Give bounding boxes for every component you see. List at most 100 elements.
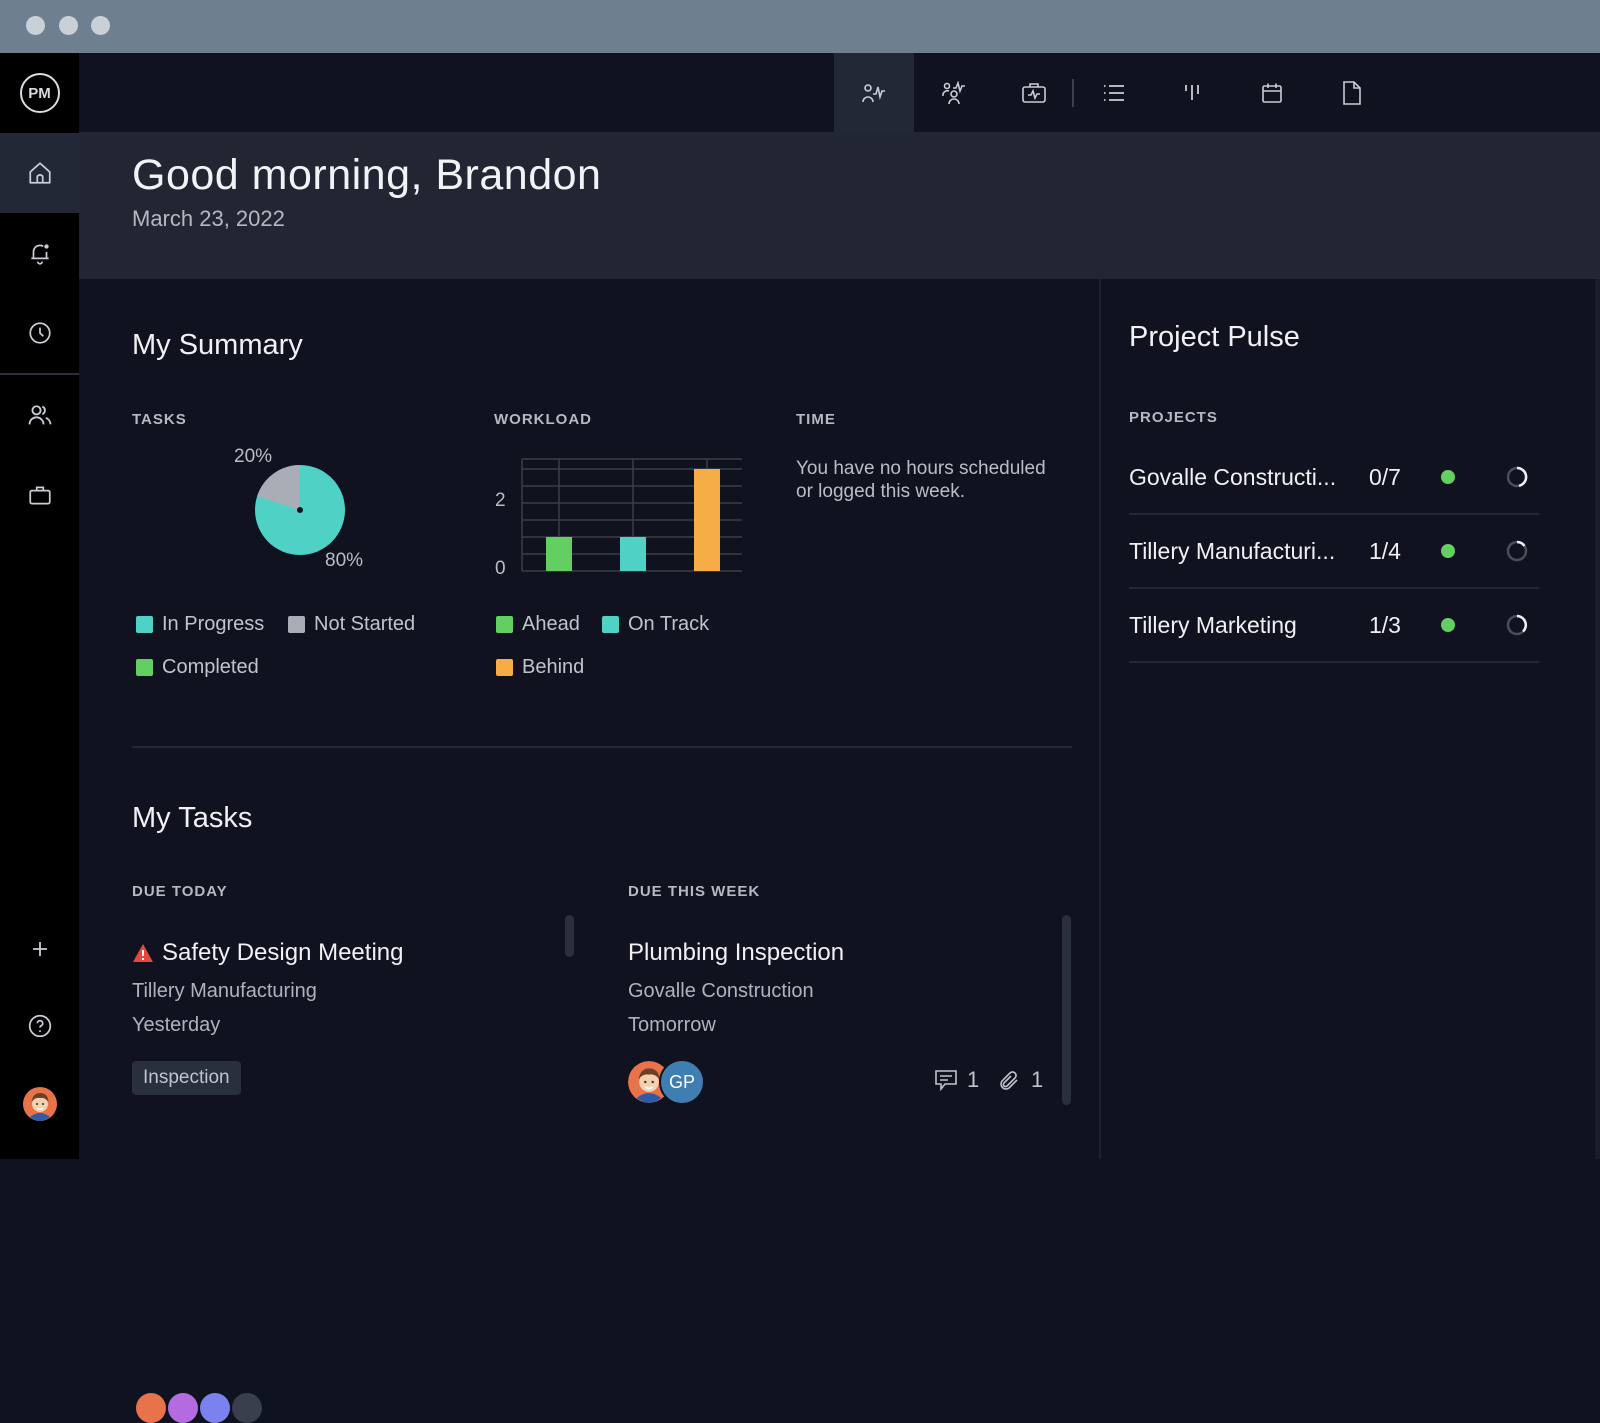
sidebar-item-home[interactable] [0,133,79,213]
project-task-count: 1/4 [1369,537,1401,564]
task-tag[interactable]: Inspection [132,1061,241,1095]
users-icon [28,405,51,425]
status-dot [1441,544,1455,558]
project-name: Govalle Constructi... [1129,463,1337,490]
comments-count[interactable]: 1 [933,1067,979,1093]
tool-files[interactable] [1312,53,1392,133]
assignee-avatar [136,1393,166,1423]
assignee-avatar [168,1393,198,1423]
pie-label-not-started: 20% [234,446,273,467]
tasks-pie-chart[interactable] [253,463,347,557]
project-name: Tillery Manufacturi... [1129,537,1336,564]
project-pulse-title: Project Pulse [1129,321,1300,353]
project-row[interactable]: Govalle Constructi... 0/7 [1129,441,1539,515]
tool-list-view[interactable] [1074,53,1154,133]
sidebar: PM [0,53,79,1159]
attachments-count[interactable]: 1 [997,1067,1043,1093]
window-minimize-button[interactable] [59,16,78,35]
sidebar-item-notifications[interactable] [0,213,79,293]
document-icon [1343,81,1361,105]
profile-avatar-button[interactable] [0,1069,79,1139]
window-maximize-button[interactable] [91,16,110,35]
legend-ahead: Ahead [496,613,580,636]
help-icon [28,1014,51,1038]
legend-behind: Behind [496,656,584,679]
due-week-label: DUE THIS WEEK [628,883,761,900]
workload-label: WORKLOAD [494,411,592,428]
add-button[interactable] [0,919,79,979]
sidebar-item-portfolio[interactable] [0,455,79,535]
legend-in-progress: In Progress [136,613,264,636]
workload-bar-chart[interactable] [520,457,745,575]
tool-calendar-view[interactable] [1232,53,1312,133]
project-name: Tillery Marketing [1129,611,1297,638]
progress-ring-icon [1506,466,1528,488]
due-today-label: DUE TODAY [132,883,228,900]
plus-icon [32,942,47,956]
main-panel: My Summary TASKS 20% 80% In Progress Not… [79,279,1099,1423]
time-message: You have no hours scheduled or logged th… [796,458,1046,502]
tool-my-work[interactable] [834,53,914,133]
avatar [628,1061,670,1103]
board-icon [1185,85,1199,100]
assignee-avatar-gp[interactable]: GP [659,1059,705,1105]
task-project: Tillery Manufacturing [132,980,317,1002]
my-tasks-title: My Tasks [132,802,253,834]
sidebar-item-team[interactable] [0,375,79,455]
section-divider [132,746,1072,748]
comment-icon [935,1070,957,1092]
pm-logo-icon: PM [19,73,60,113]
legend-completed: Completed [136,656,259,679]
warning-icon [133,944,153,962]
assignee-avatar [200,1393,230,1423]
time-label: TIME [796,411,836,428]
summary-title: My Summary [132,329,303,361]
due-week-scrollbar[interactable] [1062,915,1071,1105]
task-project: Govalle Construction [628,980,814,1002]
tool-team-work[interactable] [914,53,994,133]
due-today-scrollbar[interactable] [565,915,574,957]
person-pulse-icon [862,84,885,103]
project-row[interactable]: Tillery Marketing 1/3 [1129,589,1539,663]
sidebar-item-time[interactable] [0,293,79,373]
window-close-button[interactable] [26,16,45,35]
sidebar-divider [0,373,79,375]
home-icon [28,162,51,184]
list-icon [1104,85,1124,101]
legend-on-track: On Track [602,613,709,636]
briefcase-pulse-icon [1022,83,1046,103]
status-dot [1441,470,1455,484]
project-row[interactable]: Tillery Manufacturi... 1/4 [1129,515,1539,589]
task-safety-design-meeting[interactable]: Safety Design Meeting [132,939,403,967]
project-task-count: 1/3 [1369,611,1401,638]
assignee-avatar[interactable] [628,1061,670,1103]
projects-label: PROJECTS [1129,409,1218,426]
logo[interactable]: PM [0,53,79,133]
briefcase-icon [28,486,51,505]
window-edge [1595,279,1600,1159]
legend-not-started: Not Started [288,613,415,636]
project-task-count: 0/7 [1369,463,1401,490]
status-dot [1441,618,1455,632]
y-tick-0: 0 [495,558,506,579]
help-button[interactable] [0,991,79,1061]
pie-label-in-progress: 80% [325,550,364,571]
task-due: Yesterday [132,1014,221,1036]
clock-icon [28,322,51,344]
toolbar-divider [1072,79,1074,107]
calendar-icon [1262,83,1282,103]
paperclip-icon [1000,1071,1018,1090]
tool-portfolio-dashboard[interactable] [994,53,1074,133]
tasks-label: TASKS [132,411,187,428]
window-titlebar [0,0,1600,53]
progress-ring-icon [1506,540,1528,562]
task-plumbing-inspection[interactable]: Plumbing Inspection [628,939,845,966]
bell-icon [30,244,49,265]
progress-ring-icon [1506,614,1528,636]
tool-board-view[interactable] [1152,53,1232,133]
view-toolbar [79,53,1600,133]
y-tick-2: 2 [495,490,506,511]
assignee-avatar [232,1393,262,1423]
task-due: Tomorrow [628,1014,716,1036]
page-title: Good morning, Brandon [132,151,602,199]
